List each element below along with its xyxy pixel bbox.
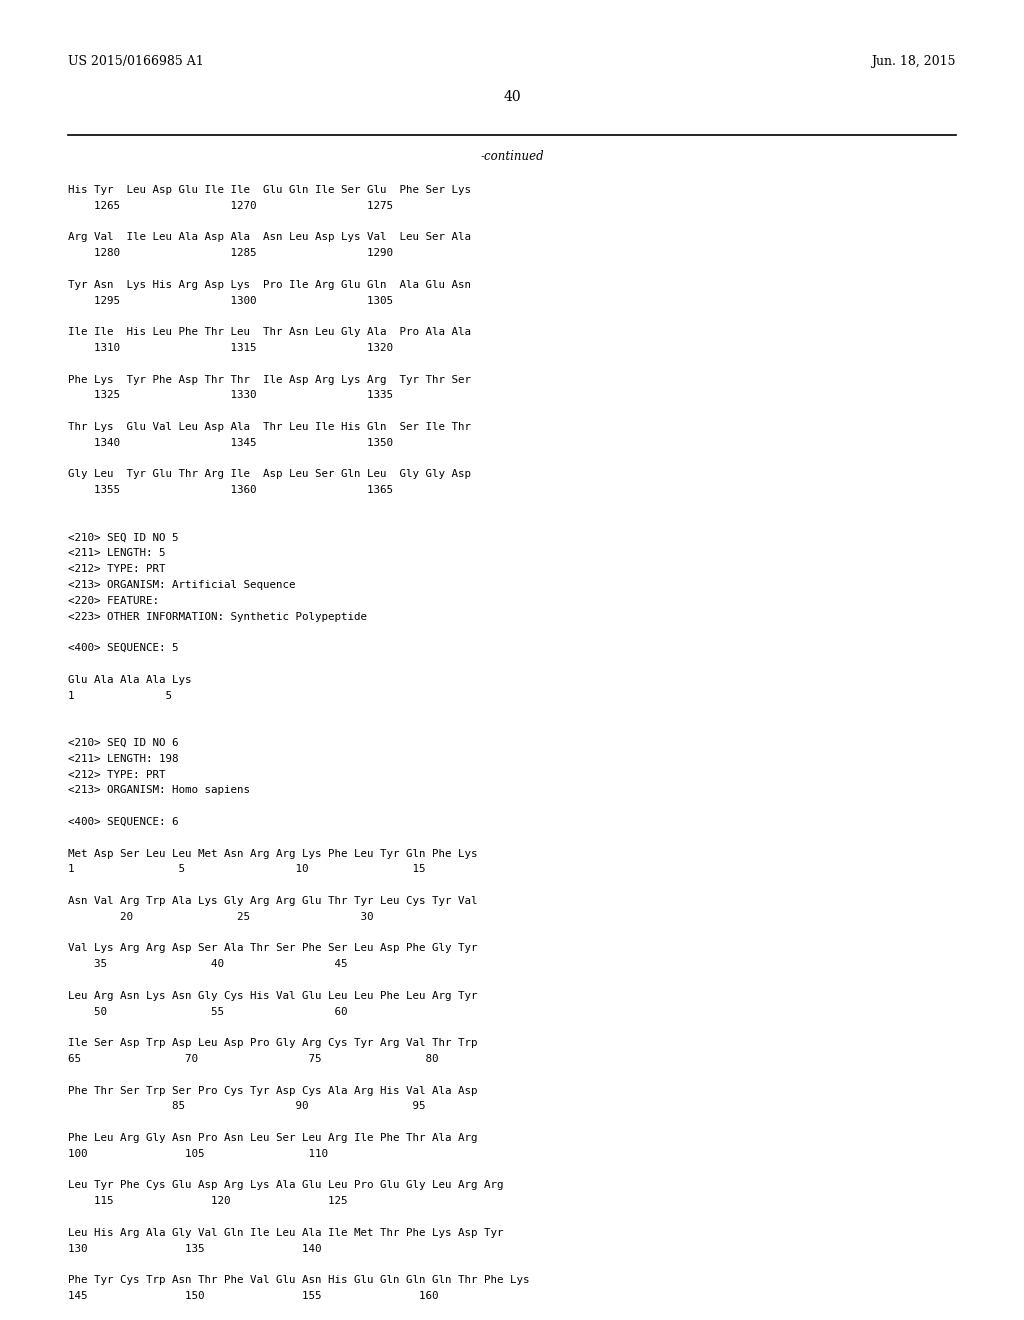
Text: 115               120               125: 115 120 125 (68, 1196, 347, 1206)
Text: Val Lys Arg Arg Asp Ser Ala Thr Ser Phe Ser Leu Asp Phe Gly Tyr: Val Lys Arg Arg Asp Ser Ala Thr Ser Phe … (68, 944, 477, 953)
Text: <213> ORGANISM: Artificial Sequence: <213> ORGANISM: Artificial Sequence (68, 579, 296, 590)
Text: 1355                 1360                 1365: 1355 1360 1365 (68, 486, 393, 495)
Text: 65                70                 75                80: 65 70 75 80 (68, 1053, 438, 1064)
Text: 1325                 1330                 1335: 1325 1330 1335 (68, 391, 393, 400)
Text: 85                 90                95: 85 90 95 (68, 1101, 426, 1111)
Text: Arg Val  Ile Leu Ala Asp Ala  Asn Leu Asp Lys Val  Leu Ser Ala: Arg Val Ile Leu Ala Asp Ala Asn Leu Asp … (68, 232, 471, 243)
Text: 1              5: 1 5 (68, 690, 172, 701)
Text: <213> ORGANISM: Homo sapiens: <213> ORGANISM: Homo sapiens (68, 785, 250, 796)
Text: Phe Tyr Cys Trp Asn Thr Phe Val Glu Asn His Glu Gln Gln Gln Thr Phe Lys: Phe Tyr Cys Trp Asn Thr Phe Val Glu Asn … (68, 1275, 529, 1286)
Text: Gly Leu  Tyr Glu Thr Arg Ile  Asp Leu Ser Gln Leu  Gly Gly Asp: Gly Leu Tyr Glu Thr Arg Ile Asp Leu Ser … (68, 470, 471, 479)
Text: US 2015/0166985 A1: US 2015/0166985 A1 (68, 55, 204, 69)
Text: 100               105                110: 100 105 110 (68, 1148, 328, 1159)
Text: <210> SEQ ID NO 6: <210> SEQ ID NO 6 (68, 738, 178, 748)
Text: Leu Tyr Phe Cys Glu Asp Arg Lys Ala Glu Leu Pro Glu Gly Leu Arg Arg: Leu Tyr Phe Cys Glu Asp Arg Lys Ala Glu … (68, 1180, 504, 1191)
Text: -continued: -continued (480, 150, 544, 162)
Text: <210> SEQ ID NO 5: <210> SEQ ID NO 5 (68, 532, 178, 543)
Text: 1340                 1345                 1350: 1340 1345 1350 (68, 438, 393, 447)
Text: <211> LENGTH: 198: <211> LENGTH: 198 (68, 754, 178, 764)
Text: <212> TYPE: PRT: <212> TYPE: PRT (68, 564, 166, 574)
Text: Leu Arg Asn Lys Asn Gly Cys His Val Glu Leu Leu Phe Leu Arg Tyr: Leu Arg Asn Lys Asn Gly Cys His Val Glu … (68, 991, 477, 1001)
Text: 50                55                 60: 50 55 60 (68, 1007, 347, 1016)
Text: <223> OTHER INFORMATION: Synthetic Polypeptide: <223> OTHER INFORMATION: Synthetic Polyp… (68, 611, 367, 622)
Text: <400> SEQUENCE: 6: <400> SEQUENCE: 6 (68, 817, 178, 828)
Text: Leu His Arg Ala Gly Val Gln Ile Leu Ala Ile Met Thr Phe Lys Asp Tyr: Leu His Arg Ala Gly Val Gln Ile Leu Ala … (68, 1228, 504, 1238)
Text: 1                5                 10                15: 1 5 10 15 (68, 865, 426, 874)
Text: Tyr Asn  Lys His Arg Asp Lys  Pro Ile Arg Glu Gln  Ala Glu Asn: Tyr Asn Lys His Arg Asp Lys Pro Ile Arg … (68, 280, 471, 290)
Text: Ile Ile  His Leu Phe Thr Leu  Thr Asn Leu Gly Ala  Pro Ala Ala: Ile Ile His Leu Phe Thr Leu Thr Asn Leu … (68, 327, 471, 337)
Text: 20                25                 30: 20 25 30 (68, 912, 374, 921)
Text: Met Asp Ser Leu Leu Met Asn Arg Arg Lys Phe Leu Tyr Gln Phe Lys: Met Asp Ser Leu Leu Met Asn Arg Arg Lys … (68, 849, 477, 858)
Text: Glu Ala Ala Ala Lys: Glu Ala Ala Ala Lys (68, 675, 191, 685)
Text: 35                40                 45: 35 40 45 (68, 960, 347, 969)
Text: 1295                 1300                 1305: 1295 1300 1305 (68, 296, 393, 306)
Text: Phe Thr Ser Trp Ser Pro Cys Tyr Asp Cys Ala Arg His Val Ala Asp: Phe Thr Ser Trp Ser Pro Cys Tyr Asp Cys … (68, 1085, 477, 1096)
Text: Phe Lys  Tyr Phe Asp Thr Thr  Ile Asp Arg Lys Arg  Tyr Thr Ser: Phe Lys Tyr Phe Asp Thr Thr Ile Asp Arg … (68, 375, 471, 384)
Text: His Tyr  Leu Asp Glu Ile Ile  Glu Gln Ile Ser Glu  Phe Ser Lys: His Tyr Leu Asp Glu Ile Ile Glu Gln Ile … (68, 185, 471, 195)
Text: <400> SEQUENCE: 5: <400> SEQUENCE: 5 (68, 643, 178, 653)
Text: 145               150               155               160: 145 150 155 160 (68, 1291, 438, 1302)
Text: Asn Val Arg Trp Ala Lys Gly Arg Arg Glu Thr Tyr Leu Cys Tyr Val: Asn Val Arg Trp Ala Lys Gly Arg Arg Glu … (68, 896, 477, 906)
Text: Ile Ser Asp Trp Asp Leu Asp Pro Gly Arg Cys Tyr Arg Val Thr Trp: Ile Ser Asp Trp Asp Leu Asp Pro Gly Arg … (68, 1039, 477, 1048)
Text: <211> LENGTH: 5: <211> LENGTH: 5 (68, 548, 166, 558)
Text: 1310                 1315                 1320: 1310 1315 1320 (68, 343, 393, 352)
Text: 130               135               140: 130 135 140 (68, 1243, 322, 1254)
Text: 1280                 1285                 1290: 1280 1285 1290 (68, 248, 393, 259)
Text: Thr Lys  Glu Val Leu Asp Ala  Thr Leu Ile His Gln  Ser Ile Thr: Thr Lys Glu Val Leu Asp Ala Thr Leu Ile … (68, 422, 471, 432)
Text: 1265                 1270                 1275: 1265 1270 1275 (68, 201, 393, 211)
Text: Jun. 18, 2015: Jun. 18, 2015 (871, 55, 956, 69)
Text: Phe Leu Arg Gly Asn Pro Asn Leu Ser Leu Arg Ile Phe Thr Ala Arg: Phe Leu Arg Gly Asn Pro Asn Leu Ser Leu … (68, 1133, 477, 1143)
Text: <212> TYPE: PRT: <212> TYPE: PRT (68, 770, 166, 780)
Text: <220> FEATURE:: <220> FEATURE: (68, 595, 159, 606)
Text: 40: 40 (503, 90, 521, 104)
